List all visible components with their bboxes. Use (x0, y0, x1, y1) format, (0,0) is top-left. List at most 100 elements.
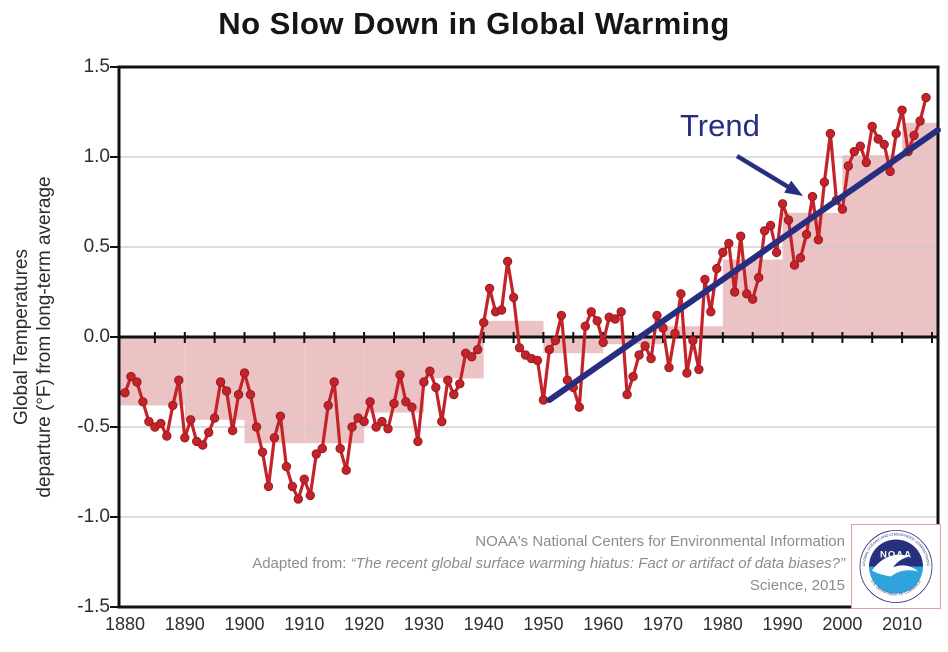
annual-data-point (377, 416, 387, 427)
annual-data-point (138, 397, 148, 407)
y-tick-label: 0.0 (83, 326, 110, 347)
y-tick-label: -0.5 (77, 416, 110, 437)
annual-data-point (287, 481, 298, 492)
x-tick-label: 1880 (104, 614, 145, 634)
annual-data-point (574, 402, 584, 412)
annual-data-point (347, 422, 357, 432)
annual-data-point (359, 416, 369, 427)
annual-data-point (401, 397, 411, 407)
annual-data-point (443, 375, 453, 385)
annual-data-point (849, 146, 859, 157)
annual-data-point (508, 292, 519, 303)
annual-data-point (759, 226, 770, 236)
attribution-line3: Science, 2015 (749, 577, 845, 594)
annual-data-point (634, 350, 644, 360)
attribution-line2: Adapted from: “The recent global surface… (252, 555, 845, 572)
annual-data-point (586, 307, 596, 317)
annual-data-point (120, 388, 130, 398)
trend-line (546, 127, 941, 403)
annual-data-point (395, 370, 405, 380)
annual-data-point (694, 364, 704, 375)
annual-data-point (144, 416, 154, 427)
annual-data-point (514, 343, 525, 353)
annual-data-point (269, 433, 280, 443)
annual-data-point (652, 310, 662, 321)
annual-data-point (496, 305, 507, 315)
annual-data-point (317, 443, 327, 454)
annual-data-point (245, 389, 256, 400)
annual-data-point (682, 368, 692, 378)
x-tick-label: 1920 (344, 614, 385, 634)
annual-data-point (909, 130, 919, 141)
attribution-line1: NOAA's National Centers for Environmenta… (475, 533, 845, 550)
annual-data-point (915, 116, 925, 126)
annual-data-point (622, 389, 632, 400)
annual-data-point (664, 362, 674, 373)
annual-data-point (855, 141, 865, 151)
chart-title: No Slow Down in Global Warming (218, 6, 730, 41)
annual-data-point (335, 443, 345, 454)
annual-data-point (765, 220, 776, 231)
annual-data-point (168, 400, 178, 411)
annual-data-point (813, 235, 824, 245)
annual-data-point (365, 397, 375, 407)
annual-data-point (879, 139, 889, 150)
annual-data-point (221, 386, 232, 396)
annual-data-point (592, 316, 602, 326)
x-tick-label: 1970 (642, 614, 684, 634)
annual-data-point (861, 157, 871, 168)
seal-gull-icon (872, 554, 918, 577)
annual-data-point (742, 289, 752, 299)
x-tick-label: 1990 (762, 614, 803, 634)
annual-data-point (186, 415, 196, 425)
annual-data-point (580, 321, 590, 331)
annual-data-point (777, 199, 788, 209)
annual-data-point (126, 371, 136, 382)
x-tick-label: 1890 (164, 614, 205, 634)
annual-data-point (598, 337, 608, 348)
annual-data-point (323, 400, 333, 411)
annual-data-point (718, 247, 728, 258)
annual-data-point (891, 128, 901, 139)
attribution: NOAA's National Centers for Environmenta… (252, 531, 845, 597)
plot-frame (117, 65, 940, 609)
decade-average-block (663, 326, 723, 337)
annual-data-point (771, 247, 782, 258)
y-tick-label: -1.0 (77, 506, 110, 527)
annual-data-point (132, 377, 142, 387)
annual-data-point (473, 344, 483, 355)
x-tick-label: 1930 (403, 614, 444, 634)
annual-data-point (873, 134, 883, 144)
annual-data-point (801, 229, 812, 240)
x-tick-label: 1910 (284, 614, 325, 634)
annual-data-point (162, 431, 172, 441)
decade-average-block (119, 337, 185, 406)
decade-average-block (902, 122, 938, 337)
noaa-logo: NOAA NATIONAL OCEANIC AND ATMOSPHERIC AD… (851, 524, 941, 609)
annual-data-point (676, 289, 686, 299)
annual-data-point (425, 366, 435, 376)
annual-data-point (383, 424, 393, 434)
annual-data-point (825, 128, 836, 139)
annual-data-point (299, 474, 309, 484)
annual-data-point (616, 307, 626, 317)
x-tick-label: 1940 (463, 614, 504, 634)
annual-data-point (712, 263, 722, 274)
annual-data-point (311, 449, 321, 459)
annual-data-point (610, 314, 620, 324)
annual-data-point (706, 307, 716, 317)
annual-data-point (257, 447, 268, 457)
annual-data-point (198, 440, 208, 450)
decade-average-block (483, 320, 544, 337)
x-tick-label: 1980 (702, 614, 743, 634)
annual-data-point (544, 344, 555, 355)
annual-data-point (484, 283, 495, 294)
attribution-quote: “The recent global surface warming hiatu… (350, 555, 845, 572)
annual-data-point (209, 413, 220, 423)
trend-arrow-shaft (735, 154, 792, 190)
annual-data-point (628, 371, 638, 382)
annual-data-point (227, 425, 238, 436)
annual-data-point (538, 395, 549, 405)
annual-data-point (419, 377, 429, 387)
annual-data-point (431, 382, 441, 393)
